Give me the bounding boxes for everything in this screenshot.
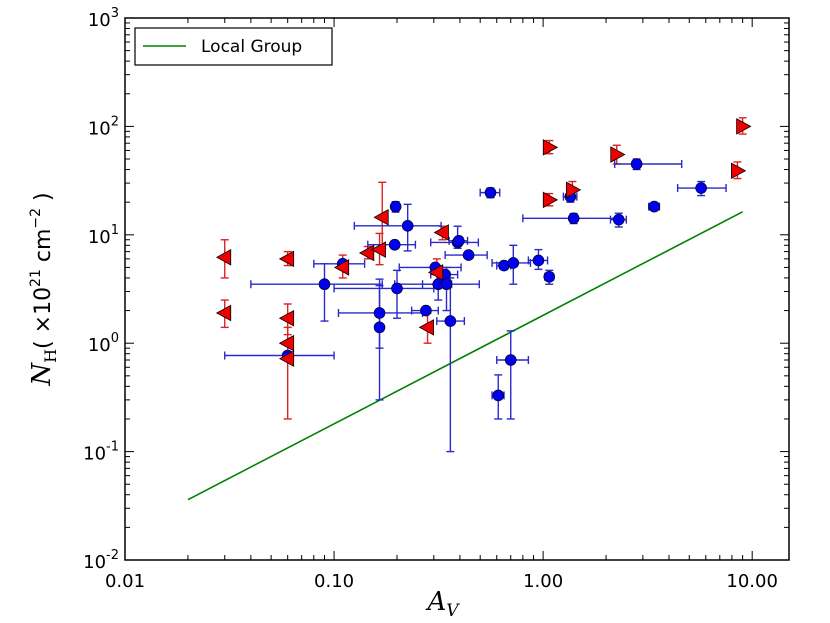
triangle-left-point	[433, 224, 449, 241]
local-group-line	[187, 211, 743, 501]
circle-point	[543, 270, 556, 283]
triangle-left-point	[333, 259, 350, 276]
triangle-left-point	[278, 250, 295, 268]
x-tick-label: 10.00	[726, 571, 778, 592]
circle-point	[401, 220, 414, 232]
circle-point	[507, 257, 520, 269]
circle-point	[567, 212, 580, 225]
y-tick-label: 103	[88, 6, 119, 31]
circle-point	[444, 315, 457, 327]
triangle-left-point	[427, 264, 444, 281]
axis-labels: AV NH( ×1021 cm−2 )	[27, 192, 460, 621]
triangle-right-point	[542, 191, 559, 209]
plot-frame	[124, 17, 790, 561]
y-tick-label: 102	[88, 114, 119, 139]
circle-point	[452, 235, 465, 247]
legend: Local Group	[134, 27, 333, 66]
circle-point	[391, 282, 403, 295]
y-axis-label: NH( ×1021 cm−2 )	[27, 192, 60, 386]
circle-point	[373, 321, 386, 334]
y-tick-label: 10-2	[83, 548, 119, 573]
circle-point	[318, 278, 331, 291]
line-layer	[187, 211, 743, 501]
circle-point	[373, 307, 386, 319]
x-tick-label: 0.10	[314, 571, 354, 592]
axes-layer: 0.01 0.10 1.00 10.00 10-2 10-1 100 101 102 103	[83, 6, 790, 592]
triangle-right-point	[565, 181, 582, 199]
triangle-left-point	[278, 309, 295, 327]
triangle-left-point	[278, 350, 295, 367]
triangle-left-point	[278, 334, 295, 352]
x-tick-label: 1.00	[523, 571, 563, 592]
triangle-left-point	[373, 209, 389, 226]
triangle-right-point	[542, 139, 559, 156]
triangle-left-point	[370, 241, 386, 258]
triangle-left-point	[418, 319, 434, 336]
triangle-right-point	[736, 118, 752, 135]
circle-point	[492, 389, 505, 402]
circle-point	[462, 249, 475, 261]
y-tick-label: 10-1	[83, 440, 119, 465]
y-tick-label: 101	[88, 223, 119, 248]
triangle-left-point	[358, 244, 375, 262]
circle-point	[484, 186, 497, 199]
circle-point	[612, 213, 625, 226]
legend-label: Local Group	[201, 37, 302, 57]
circle-point	[504, 354, 517, 366]
circle-point	[630, 158, 643, 170]
circle-point	[695, 182, 707, 194]
circle-point	[388, 238, 401, 251]
circle-point	[532, 254, 545, 267]
y-tick-label: 100	[88, 331, 119, 356]
x-tick-label: 0.01	[105, 571, 145, 592]
errorbar-layer	[220, 117, 747, 453]
triangle-right-point	[731, 162, 747, 180]
triangle-right-point	[610, 146, 626, 163]
circle-point	[648, 200, 661, 213]
x-axis-label: AV	[425, 587, 460, 621]
y-axis-label-text: NH( ×1021 cm−2 )	[27, 192, 60, 386]
points-layer	[215, 118, 752, 402]
circle-point	[420, 304, 432, 317]
triangle-left-point	[215, 304, 232, 322]
circle-point	[440, 278, 453, 291]
triangle-left-point	[215, 249, 232, 266]
circle-point	[389, 200, 402, 213]
